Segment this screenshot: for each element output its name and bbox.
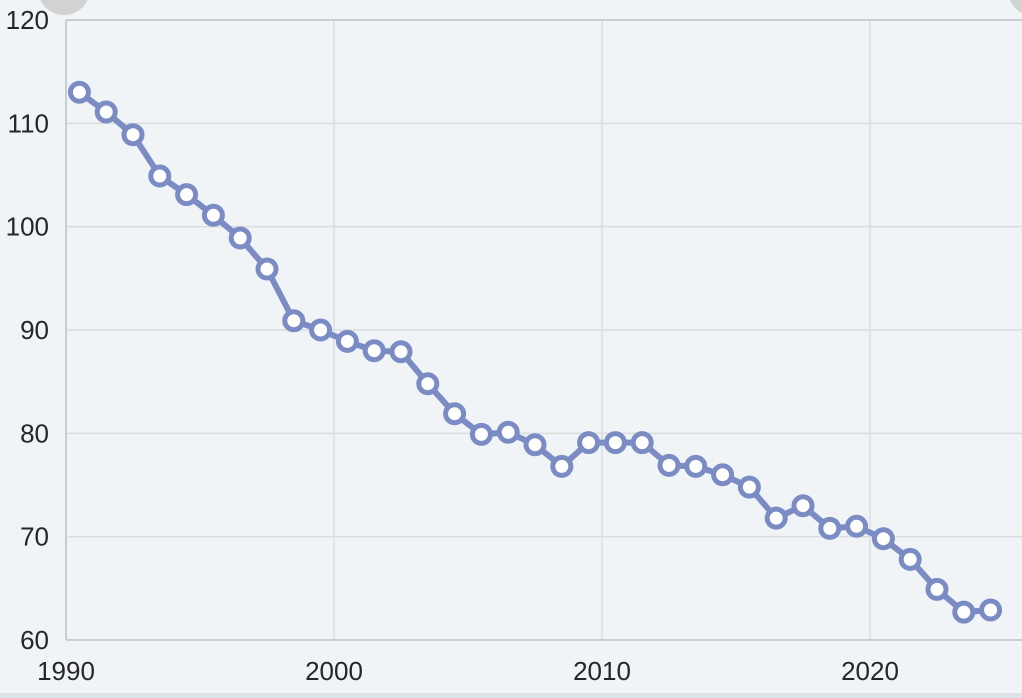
- y-tick-label: 120: [6, 5, 49, 35]
- y-tick-label: 60: [20, 625, 49, 655]
- data-point-marker: [979, 598, 1003, 622]
- data-point-marker: [952, 600, 976, 624]
- x-tick-labels: 1990 2000 2010 2020: [37, 656, 899, 686]
- data-point-marker: [684, 454, 708, 478]
- data-point-marker: [764, 506, 788, 530]
- data-point-marker: [389, 340, 413, 364]
- data-point-marker: [925, 577, 949, 601]
- data-point-marker: [577, 431, 601, 455]
- partial-circle-button-top-left[interactable]: [38, 0, 90, 15]
- data-points: [67, 80, 1003, 624]
- data-point-marker: [469, 422, 493, 446]
- data-point-marker: [443, 402, 467, 426]
- y-tick-label: 110: [8, 108, 49, 138]
- data-point-marker: [630, 431, 654, 455]
- y-tick-labels: 120 110 100 90 80 70 60: [6, 5, 49, 655]
- x-tick-label: 2020: [841, 656, 899, 686]
- data-point-marker: [121, 123, 145, 147]
- x-tick-label: 2010: [573, 656, 631, 686]
- data-point-marker: [871, 527, 895, 551]
- data-point-marker: [416, 372, 440, 396]
- data-point-marker: [711, 463, 735, 487]
- data-point-marker: [228, 226, 252, 250]
- data-point-marker: [255, 257, 279, 281]
- data-point-marker: [898, 547, 922, 571]
- data-point-marker: [737, 475, 761, 499]
- data-point-marker: [603, 431, 627, 455]
- y-tick-label: 70: [20, 522, 49, 552]
- data-point-marker: [175, 183, 199, 207]
- data-point-marker: [148, 164, 172, 188]
- data-point-marker: [791, 494, 815, 518]
- data-point-marker: [845, 514, 869, 538]
- data-point-marker: [362, 339, 386, 363]
- bottom-edge-strip: [0, 693, 1022, 698]
- y-tick-label: 80: [20, 418, 49, 448]
- x-tick-label: 1990: [37, 656, 95, 686]
- data-point-marker: [67, 80, 91, 104]
- x-gridlines: [333, 20, 871, 640]
- data-point-marker: [201, 203, 225, 227]
- y-gridlines: [66, 122, 1022, 538]
- data-point-marker: [550, 454, 574, 478]
- plot-border: [65, 19, 1022, 641]
- data-point-marker: [335, 329, 359, 353]
- x-tick-label: 2000: [305, 656, 363, 686]
- data-point-marker: [282, 309, 306, 333]
- data-point-marker: [657, 453, 681, 477]
- data-point-marker: [94, 100, 118, 124]
- y-tick-label: 90: [20, 315, 49, 345]
- data-point-marker: [496, 420, 520, 444]
- y-tick-label: 100: [6, 212, 49, 242]
- data-point-marker: [818, 516, 842, 540]
- data-point-marker: [523, 433, 547, 457]
- data-point-marker: [309, 318, 333, 342]
